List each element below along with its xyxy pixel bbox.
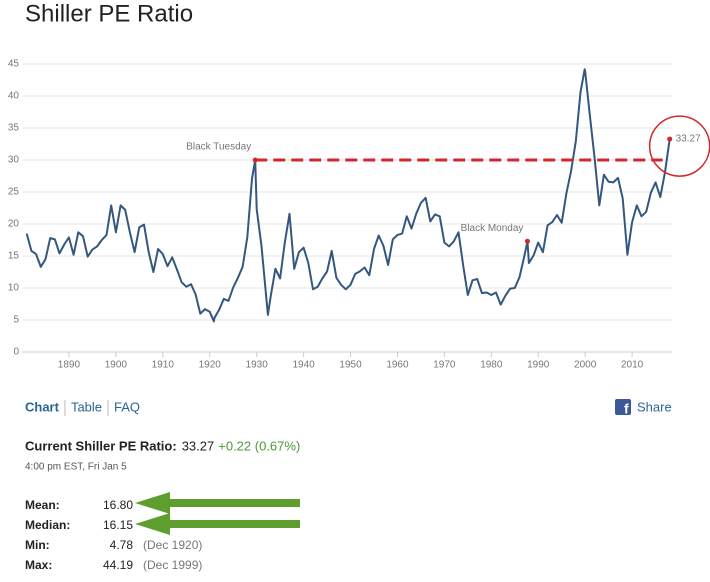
current-change: +0.22 (0.67%) — [218, 438, 300, 453]
annotation-dot — [252, 157, 258, 163]
annotation-label: Black Tuesday — [186, 142, 251, 153]
chart-title: Shiller PE Ratio — [25, 0, 193, 27]
y-tick-label: 35 — [8, 123, 20, 134]
stat-value: 4.78 — [110, 538, 134, 552]
y-tick-label: 5 — [13, 315, 19, 326]
x-tick-label: 1950 — [339, 360, 362, 371]
tab[interactable]: Table — [71, 399, 102, 414]
y-tick-label: 20 — [8, 219, 20, 230]
annotation-label: 33.27 — [676, 134, 701, 145]
y-tick-label: 25 — [8, 187, 20, 198]
current-value: 33.27 — [182, 438, 215, 453]
annotation-dot — [667, 136, 673, 142]
facebook-icon[interactable] — [615, 399, 631, 415]
y-tick-label: 40 — [8, 91, 20, 102]
x-tick-label: 1940 — [292, 360, 315, 371]
y-tick-label: 15 — [8, 251, 20, 262]
current-time: 4:00 pm EST, Fri Jan 5 — [25, 462, 127, 473]
x-tick-label: 1890 — [58, 360, 81, 371]
stat-label: Mean: — [25, 498, 60, 512]
share[interactable]: Share — [637, 399, 672, 414]
current-label: Current Shiller PE Ratio: — [25, 438, 177, 453]
y-tick-label: 0 — [13, 347, 19, 358]
stat-label: Median: — [25, 518, 70, 532]
x-tick-label: 1910 — [152, 360, 175, 371]
stat-value: 44.19 — [103, 558, 133, 572]
y-tick-label: 30 — [8, 155, 20, 166]
highlight-circle — [648, 115, 710, 177]
line — [25, 68, 671, 323]
x-tick-label: 1960 — [386, 360, 409, 371]
stat-date: (Dec 1920) — [143, 538, 202, 552]
y-tick-label: 45 — [8, 59, 20, 70]
annotation-label: Black Monday — [461, 223, 524, 234]
x-tick-label: 1900 — [105, 360, 128, 371]
x-tick-label: 1990 — [527, 360, 550, 371]
x-tick-label: 1920 — [199, 360, 222, 371]
x-tick-label: 1980 — [480, 360, 503, 371]
x-tick-label: 2010 — [621, 360, 644, 371]
stat-label: Min: — [25, 538, 50, 552]
arrow — [135, 492, 300, 514]
arrow — [135, 513, 300, 535]
y-tick-label: 10 — [8, 283, 20, 294]
x-tick-label: 1930 — [246, 360, 269, 371]
stat-value: 16.15 — [103, 518, 133, 532]
stat-date: (Dec 1999) — [143, 558, 202, 572]
stat-label: Max: — [25, 558, 52, 572]
x-tick-label: 2000 — [574, 360, 597, 371]
tab[interactable]: Chart — [25, 399, 60, 414]
facebook-f: f — [624, 401, 629, 417]
tab[interactable]: FAQ — [114, 399, 140, 414]
x-tick-label: 1970 — [433, 360, 456, 371]
stat-value: 16.80 — [103, 498, 133, 512]
annotation-dot — [524, 238, 530, 244]
